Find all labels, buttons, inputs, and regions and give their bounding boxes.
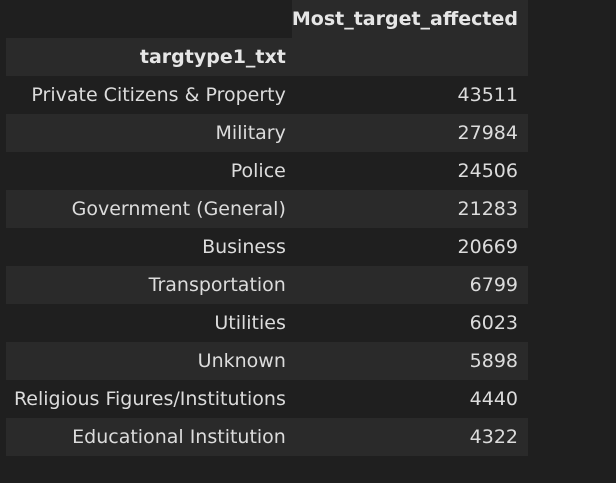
- row-label: Transportation: [148, 274, 286, 296]
- row-label: Military: [215, 122, 286, 144]
- row-value: 6799: [469, 274, 518, 296]
- row-value: 21283: [457, 198, 518, 220]
- table-row: Educational Institution 4322: [6, 418, 528, 456]
- table-row: Business 20669: [6, 228, 528, 266]
- row-label: Business: [202, 236, 286, 258]
- index-name-cell: targtype1_txt: [6, 38, 292, 76]
- column-header-most-target-affected: Most_target_affected: [291, 0, 528, 38]
- row-value: 20669: [457, 236, 518, 258]
- column-header-row: Most_target_affected: [6, 0, 528, 38]
- row-label: Religious Figures/Institutions: [13, 388, 286, 410]
- table-header: Most_target_affected targtype1_txt: [6, 0, 528, 76]
- table-row: Military 27984: [6, 114, 528, 152]
- row-label: Police: [230, 160, 286, 182]
- row-label: Government (General): [71, 198, 286, 220]
- index-name-blank-cell: [291, 38, 528, 76]
- table-row: Government (General) 21283: [6, 190, 528, 228]
- index-name-row: targtype1_txt: [6, 38, 528, 76]
- table-row: Religious Figures/Institutions 4440: [6, 380, 528, 418]
- row-value: 24506: [457, 160, 518, 182]
- blank-header-cell: [6, 0, 292, 38]
- row-value: 4440: [469, 388, 518, 410]
- row-label: Utilities: [214, 312, 286, 334]
- row-value: 6023: [469, 312, 518, 334]
- row-value: 4322: [469, 426, 518, 448]
- table-row: Private Citizens & Property 43511: [6, 76, 528, 114]
- table-row: Unknown 5898: [6, 342, 528, 380]
- table-row: Police 24506: [6, 152, 528, 190]
- row-value: 5898: [469, 350, 518, 372]
- row-value: 27984: [457, 122, 518, 144]
- table-body: Private Citizens & Property 43511 Milita…: [6, 76, 528, 456]
- dataframe-table: Most_target_affected targtype1_txt Priva…: [6, 0, 528, 456]
- row-label: Educational Institution: [72, 426, 286, 448]
- table-row: Transportation 6799: [6, 266, 528, 304]
- row-label: Private Citizens & Property: [31, 84, 286, 106]
- row-label: Unknown: [197, 350, 286, 372]
- row-value: 43511: [457, 84, 518, 106]
- table-row: Utilities 6023: [6, 304, 528, 342]
